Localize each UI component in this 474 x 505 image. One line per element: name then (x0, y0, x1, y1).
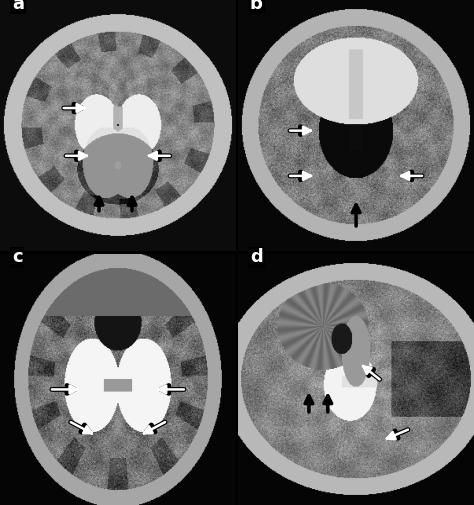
Text: a: a (12, 0, 24, 13)
Text: d: d (250, 248, 263, 266)
Text: b: b (250, 0, 263, 13)
Text: c: c (12, 248, 22, 266)
